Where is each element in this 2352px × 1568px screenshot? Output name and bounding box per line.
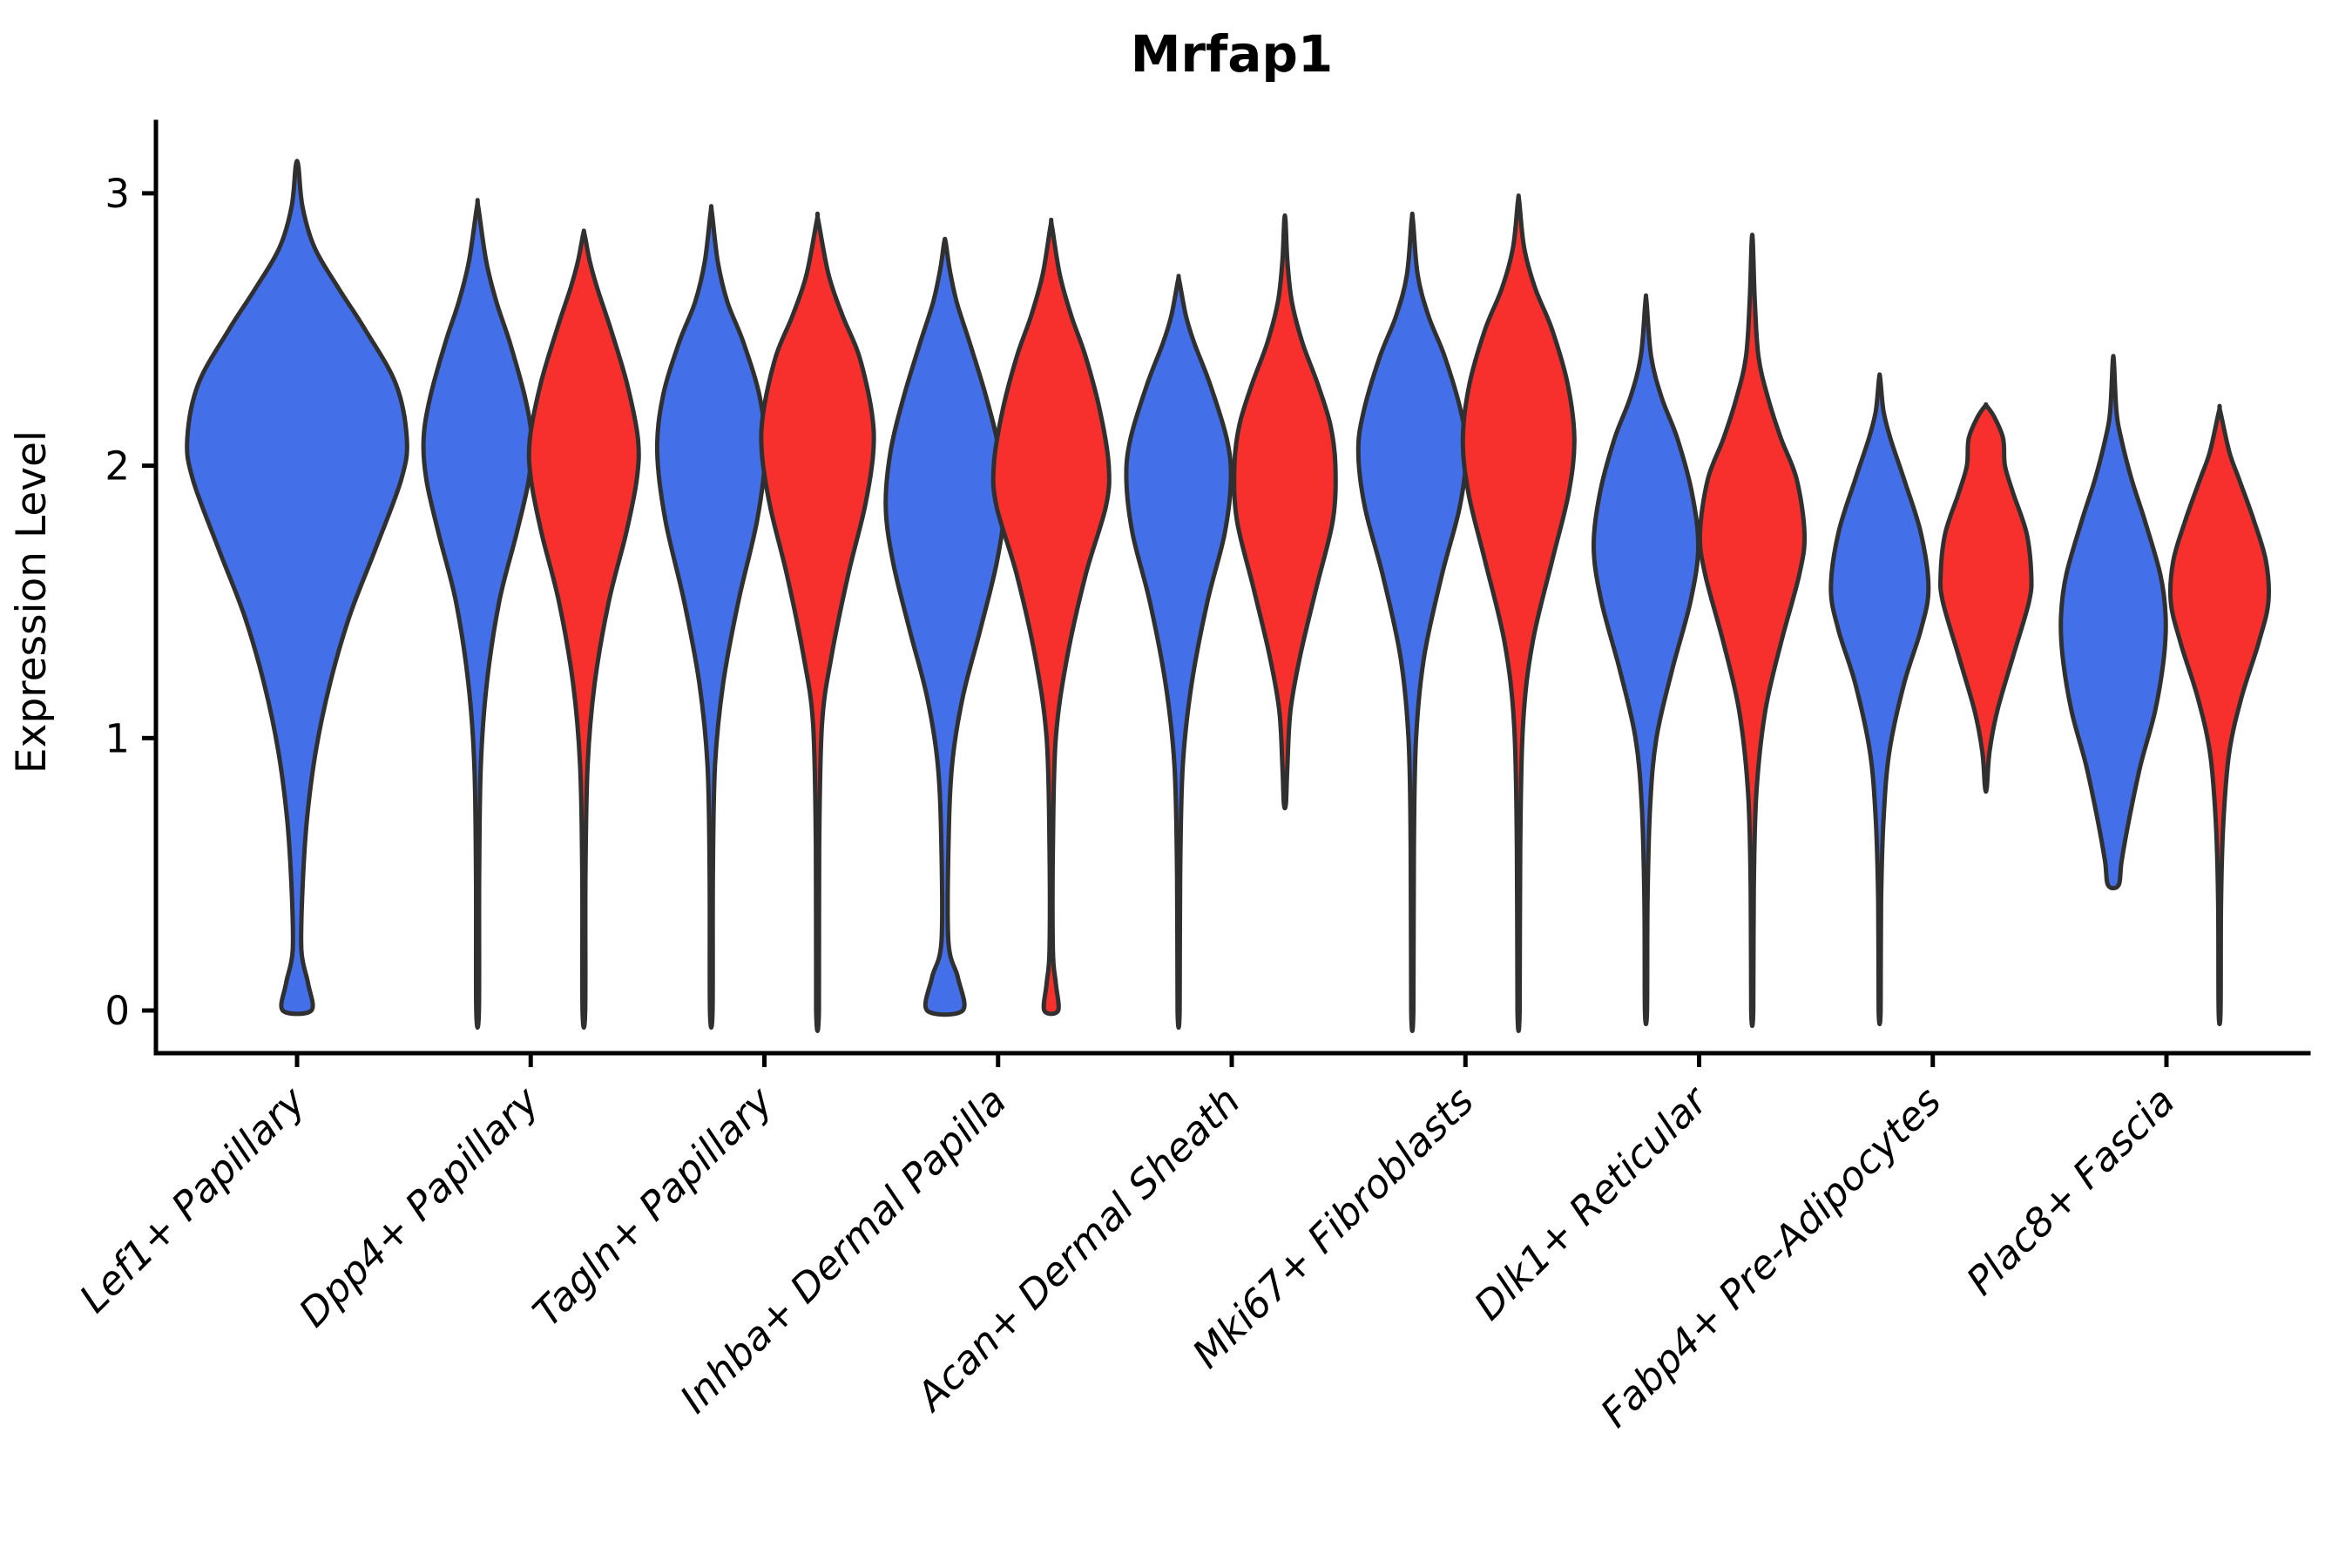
violin-mki67-fibroblasts-red (1460, 193, 1577, 1033)
violin-mki67-fibroblasts-blue (1355, 211, 1469, 1033)
violin-tagln-papillary-red (759, 211, 876, 1033)
violin-lef1-papillary-blue (185, 159, 409, 1017)
violin-dlk1-reticular-red (1697, 233, 1808, 1029)
violin-plac8-fascia-red (2167, 403, 2272, 1027)
violins-layer (185, 159, 2272, 1033)
violin-dpp4-papillary-blue (421, 198, 535, 1031)
x-tick-label: Tagln+ Papillary (524, 1077, 782, 1335)
violin-dlk1-reticular-blue (1591, 293, 1701, 1027)
y-tick-label: 2 (105, 443, 130, 490)
x-tick-label: Dpp4+ Papillary (290, 1077, 549, 1335)
violin-acan-dermal-sheath-blue (1124, 274, 1233, 1031)
violin-acan-dermal-sheath-red (1232, 213, 1338, 811)
violin-plac8-fascia-blue (2058, 354, 2168, 891)
violin-inhba-dermal-papilla-blue (883, 236, 1007, 1017)
violin-inhba-dermal-papilla-red (990, 217, 1112, 1017)
x-tick-label: Plac8+ Fascia (1957, 1078, 2184, 1304)
violin-fabp4-pre-adipocytes-blue (1828, 372, 1931, 1027)
violin-tagln-papillary-blue (654, 204, 768, 1031)
y-tick-label: 3 (105, 171, 130, 217)
y-tick-label: 1 (105, 715, 130, 761)
y-axis-label: Expression Level (8, 430, 56, 774)
violin-dpp4-papillary-red (526, 228, 641, 1031)
y-tick-label: 0 (105, 988, 130, 1034)
chart-title: Mrfap1 (1131, 24, 1334, 84)
x-tick-label: Lef1+ Papillary (71, 1077, 315, 1321)
x-tick-label: Dlk1+ Reticular (1465, 1077, 1718, 1329)
violin-fabp4-pre-adipocytes-red (1937, 402, 2034, 794)
